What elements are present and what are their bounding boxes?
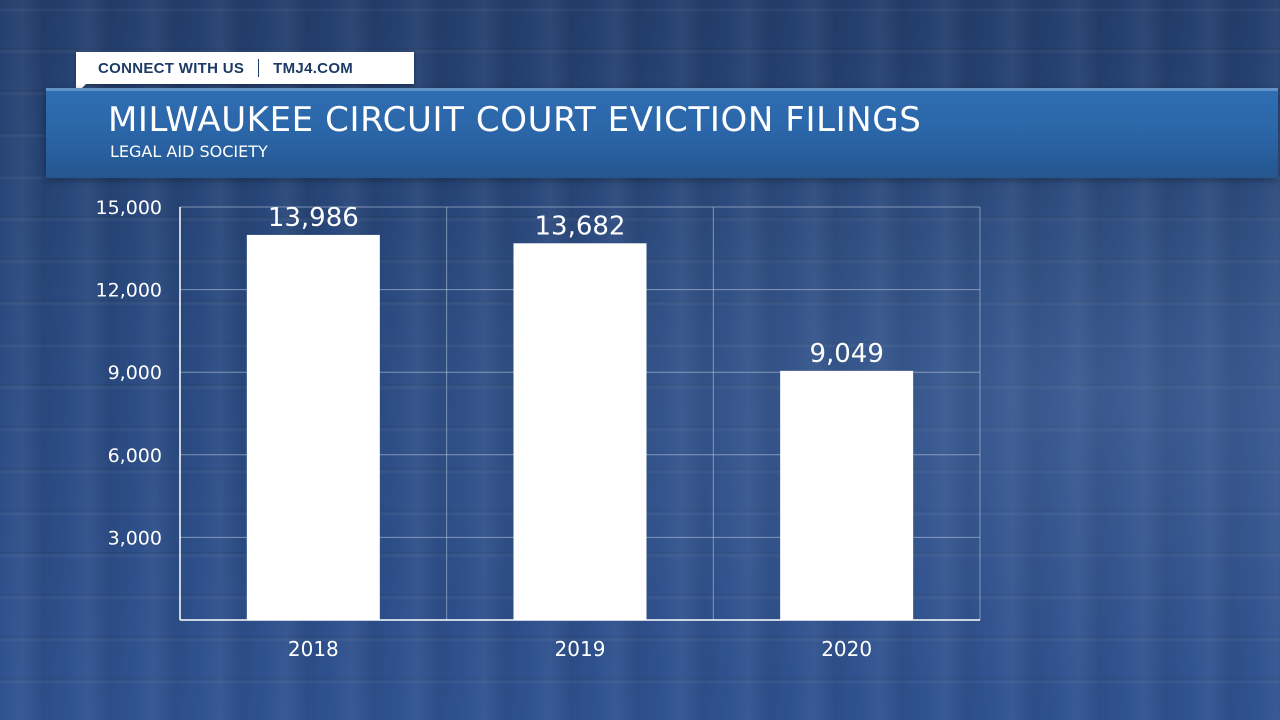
y-tick-label: 6,000 xyxy=(108,445,162,467)
banner-divider xyxy=(258,59,260,77)
bar-2020 xyxy=(780,370,914,620)
title-bar: MILWAUKEE CIRCUIT COURT EVICTION FILINGS… xyxy=(46,88,1278,178)
x-tick-label: 2020 xyxy=(821,637,872,661)
value-label: 13,682 xyxy=(535,211,626,241)
connect-with-us-label[interactable]: CONNECT WITH US xyxy=(98,59,245,77)
y-tick-label: 12,000 xyxy=(96,280,162,302)
value-label: 9,049 xyxy=(809,339,883,369)
chart-subtitle: LEGAL AID SOCIETY xyxy=(110,142,268,161)
y-tick-label: 15,000 xyxy=(96,197,162,219)
site-url-label[interactable]: TMJ4.COM xyxy=(273,59,354,77)
y-tick-label: 3,000 xyxy=(108,527,162,549)
title-bar-sheen xyxy=(46,88,1278,91)
connect-banner[interactable]: CONNECT WITH US TMJ4.COM xyxy=(76,52,414,94)
chart-title: MILWAUKEE CIRCUIT COURT EVICTION FILINGS xyxy=(108,100,922,140)
bar-2018 xyxy=(246,234,380,620)
value-label: 13,986 xyxy=(268,203,359,233)
x-tick-label: 2018 xyxy=(288,637,339,661)
x-tick-label: 2019 xyxy=(555,637,606,661)
bar-2019 xyxy=(513,243,647,620)
y-tick-label: 9,000 xyxy=(108,362,162,384)
